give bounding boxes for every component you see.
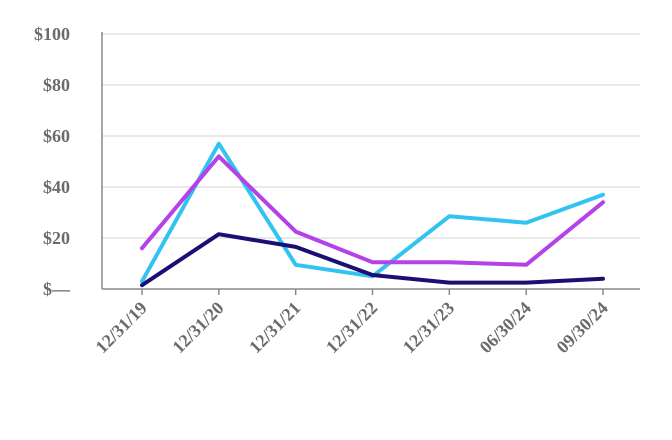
y-tick-label: $100 (34, 24, 70, 44)
x-tick-label: 12/31/19 (91, 298, 150, 357)
y-tick-labels: $— $20 $40 $60 $80 $100 (34, 24, 71, 299)
x-tick-label: 09/30/24 (552, 298, 611, 357)
x-tick-label: 12/31/22 (322, 298, 381, 357)
x-tick-labels: 12/31/19 12/31/20 12/31/21 12/31/22 12/31/23… (91, 298, 611, 357)
x-tick-label: 06/30/24 (476, 298, 535, 357)
y-tick-label: $80 (43, 75, 70, 95)
x-tick-label: 12/31/23 (399, 298, 458, 357)
axes (101, 32, 640, 295)
series-lines (140, 141, 605, 288)
y-tick-label: $— (43, 279, 71, 299)
y-tick-label: $20 (43, 228, 70, 248)
x-tick-label: 12/31/20 (168, 298, 227, 357)
y-tick-label: $60 (43, 126, 70, 146)
series-line-3 (140, 232, 605, 288)
y-tick-label: $40 (43, 177, 70, 197)
series-line-2 (140, 154, 605, 267)
x-tick-label: 12/31/21 (245, 298, 304, 357)
